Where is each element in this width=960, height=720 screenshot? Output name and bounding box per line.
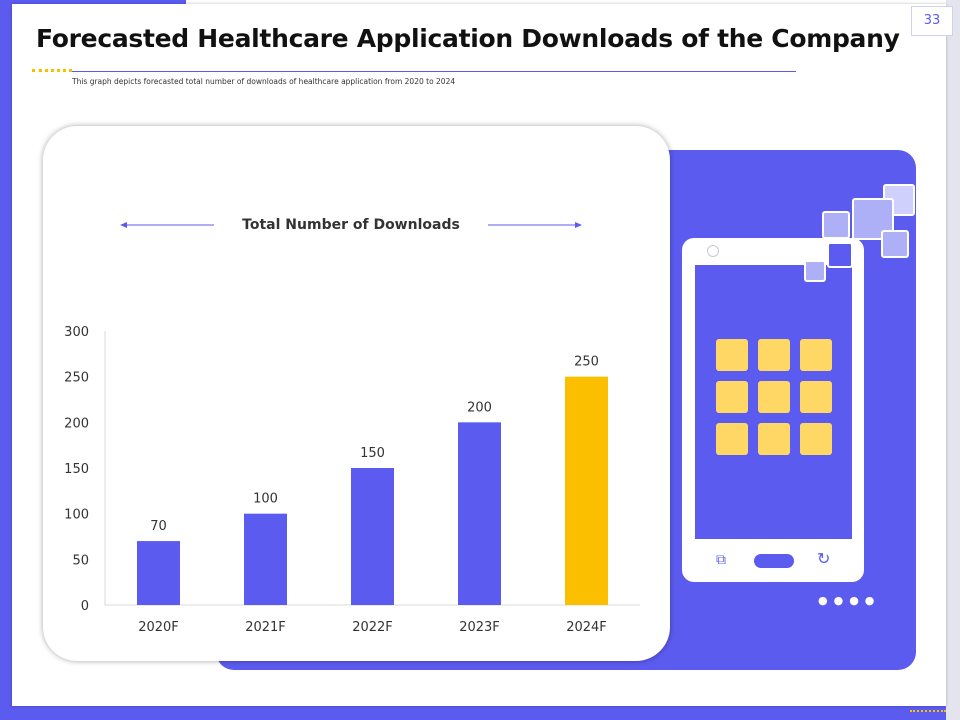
title-arrow-left-icon bbox=[120, 222, 127, 228]
app-tile-icon bbox=[800, 381, 832, 413]
app-tile-icon bbox=[800, 339, 832, 371]
connector-line-top bbox=[675, 289, 685, 290]
floating-square-icon bbox=[804, 260, 826, 282]
copy-icon: ⧉ bbox=[716, 552, 726, 568]
app-tile-icon bbox=[800, 423, 832, 455]
refresh-icon: ↻ bbox=[817, 549, 831, 568]
connector-line-bottom bbox=[675, 465, 685, 466]
page-title: Forecasted Healthcare Application Downlo… bbox=[36, 24, 900, 53]
y-tick-label: 150 bbox=[64, 462, 89, 477]
right-frame-band bbox=[946, 0, 960, 720]
data-label-2020F: 70 bbox=[150, 519, 167, 534]
app-tile-icon bbox=[758, 381, 790, 413]
app-tile-icon bbox=[716, 339, 748, 371]
app-tile-icon bbox=[758, 339, 790, 371]
x-tick-label-2024F: 2024F bbox=[566, 620, 607, 635]
y-tick-label: 200 bbox=[64, 416, 89, 431]
app-tile-icon bbox=[716, 381, 748, 413]
bar-2020F bbox=[137, 541, 180, 605]
x-tick-label-2020F: 2020F bbox=[138, 620, 179, 635]
floating-square-icon bbox=[822, 211, 850, 239]
bar-2024F bbox=[565, 376, 608, 605]
x-tick-label-2022F: 2022F bbox=[352, 620, 393, 635]
y-tick-label: 50 bbox=[72, 553, 89, 568]
y-tick-label: 300 bbox=[64, 325, 89, 340]
data-label-2023F: 200 bbox=[467, 400, 492, 415]
app-tile-icon bbox=[716, 423, 748, 455]
y-tick-label: 250 bbox=[64, 371, 89, 386]
data-label-2022F: 150 bbox=[360, 446, 385, 461]
connector-dot-top bbox=[666, 285, 675, 294]
connector-dot-bottom bbox=[666, 461, 675, 470]
title-underline bbox=[72, 71, 796, 72]
data-label-2024F: 250 bbox=[574, 355, 599, 370]
bar-2021F bbox=[244, 513, 287, 605]
title-dots-decoration bbox=[32, 69, 72, 75]
bottom-dots-decoration bbox=[910, 710, 946, 712]
home-button-icon bbox=[754, 554, 794, 568]
y-tick-label: 0 bbox=[81, 599, 89, 614]
bottom-frame-band bbox=[0, 706, 960, 720]
app-tile-icon bbox=[758, 423, 790, 455]
panel-dots-decoration: ●●●● bbox=[818, 594, 881, 607]
chart-title: Total Number of Downloads bbox=[242, 217, 460, 233]
floating-square-icon bbox=[827, 242, 853, 268]
title-arrow-right-icon bbox=[575, 222, 582, 228]
phone-camera-icon bbox=[707, 245, 719, 257]
page-subtitle: This graph depicts forecasted total numb… bbox=[72, 77, 456, 86]
page-number: 33 bbox=[911, 6, 953, 36]
bar-2022F bbox=[351, 468, 394, 605]
y-tick-label: 100 bbox=[64, 508, 89, 523]
floating-square-icon bbox=[881, 230, 909, 258]
x-tick-label-2021F: 2021F bbox=[245, 620, 286, 635]
data-label-2021F: 100 bbox=[253, 492, 278, 507]
bar-2023F bbox=[458, 422, 501, 605]
x-tick-label-2023F: 2023F bbox=[459, 620, 500, 635]
